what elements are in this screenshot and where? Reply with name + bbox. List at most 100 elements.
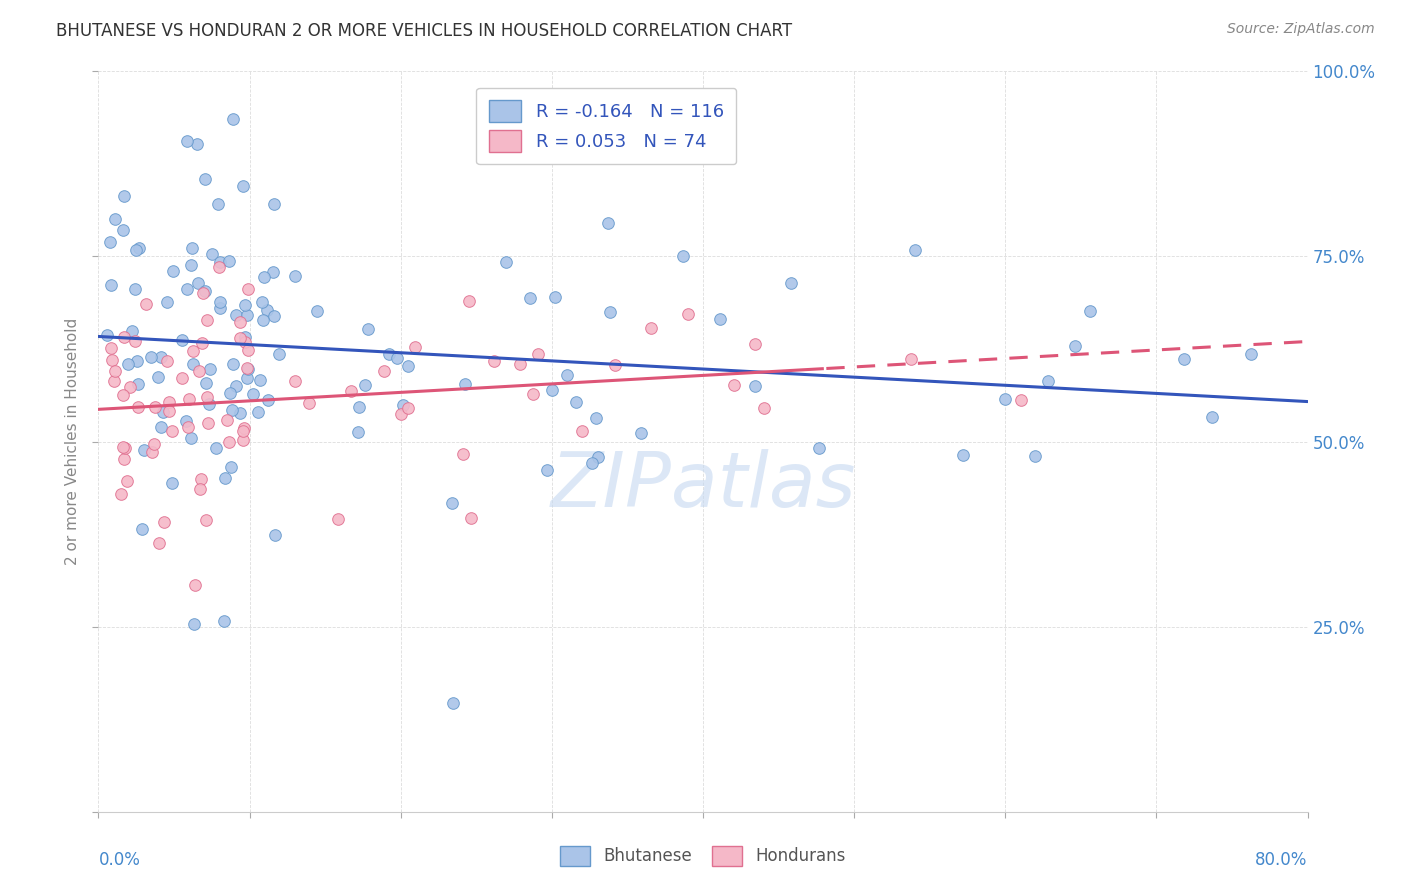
Point [232, 424, 254, 438]
Point [191, 286, 214, 301]
Point [194, 376, 217, 390]
Point [519, 291, 541, 305]
Point [148, 535, 170, 549]
Point [1201, 409, 1223, 424]
Point [263, 309, 285, 323]
Point [1036, 374, 1059, 388]
Point [232, 179, 254, 194]
Point [356, 322, 378, 336]
Point [100, 353, 122, 368]
Point [201, 247, 224, 261]
Point [328, 512, 350, 526]
Legend: Bhutanese, Hondurans: Bhutanese, Hondurans [547, 832, 859, 880]
Point [124, 282, 146, 296]
Point [222, 357, 245, 371]
Point [396, 401, 419, 416]
Point [198, 397, 221, 411]
Point [191, 336, 214, 351]
Point [208, 295, 231, 310]
Point [205, 441, 228, 455]
Point [298, 395, 321, 409]
Text: Source: ZipAtlas.com: Source: ZipAtlas.com [1227, 22, 1375, 37]
Point [110, 487, 132, 501]
Point [228, 331, 250, 345]
Point [391, 398, 413, 412]
Point [219, 460, 242, 475]
Point [181, 357, 204, 371]
Point [194, 172, 217, 186]
Point [250, 295, 273, 310]
Point [186, 136, 208, 151]
Point [347, 400, 370, 414]
Point [146, 369, 169, 384]
Point [744, 337, 766, 351]
Point [104, 363, 127, 377]
Point [198, 361, 221, 376]
Point [139, 350, 162, 364]
Point [404, 340, 426, 354]
Point [195, 312, 218, 326]
Point [153, 515, 176, 529]
Point [555, 368, 578, 383]
Point [236, 308, 259, 322]
Point [458, 293, 481, 308]
Text: 80.0%: 80.0% [1256, 851, 1308, 869]
Point [236, 282, 259, 296]
Text: BHUTANESE VS HONDURAN 2 OR MORE VEHICLES IN HOUSEHOLD CORRELATION CHART: BHUTANESE VS HONDURAN 2 OR MORE VEHICLES… [56, 22, 793, 40]
Point [221, 112, 243, 127]
Point [225, 309, 247, 323]
Point [162, 264, 184, 278]
Point [187, 276, 209, 290]
Point [236, 343, 259, 357]
Point [111, 440, 134, 454]
Point [218, 435, 240, 450]
Point [565, 394, 588, 409]
Point [807, 441, 830, 455]
Point [1173, 352, 1195, 367]
Point [233, 298, 256, 312]
Point [172, 333, 194, 347]
Point [179, 392, 201, 407]
Point [723, 378, 745, 392]
Point [267, 346, 290, 360]
Point [212, 614, 235, 628]
Point [527, 347, 550, 361]
Point [194, 284, 217, 298]
Point [100, 341, 122, 355]
Point [176, 420, 198, 434]
Point [232, 421, 254, 435]
Point [197, 417, 219, 431]
Point [263, 196, 285, 211]
Point [111, 223, 134, 237]
Point [256, 392, 278, 407]
Point [1010, 392, 1032, 407]
Point [135, 296, 157, 310]
Point [640, 320, 662, 334]
Point [571, 424, 593, 438]
Point [252, 313, 274, 327]
Point [262, 264, 284, 278]
Point [181, 344, 204, 359]
Point [112, 452, 135, 467]
Point [112, 330, 135, 344]
Point [124, 334, 146, 349]
Point [184, 578, 207, 592]
Point [1078, 303, 1101, 318]
Point [132, 443, 155, 458]
Point [340, 384, 363, 398]
Point [143, 401, 166, 415]
Point [1024, 449, 1046, 463]
Point [495, 255, 517, 269]
Point [630, 425, 652, 440]
Point [125, 354, 148, 368]
Point [540, 383, 562, 397]
Point [599, 305, 621, 319]
Point [128, 241, 150, 255]
Point [111, 388, 134, 402]
Point [209, 255, 232, 269]
Point [233, 334, 256, 349]
Point [194, 513, 217, 527]
Point [454, 377, 477, 392]
Point [377, 347, 399, 361]
Point [994, 392, 1017, 406]
